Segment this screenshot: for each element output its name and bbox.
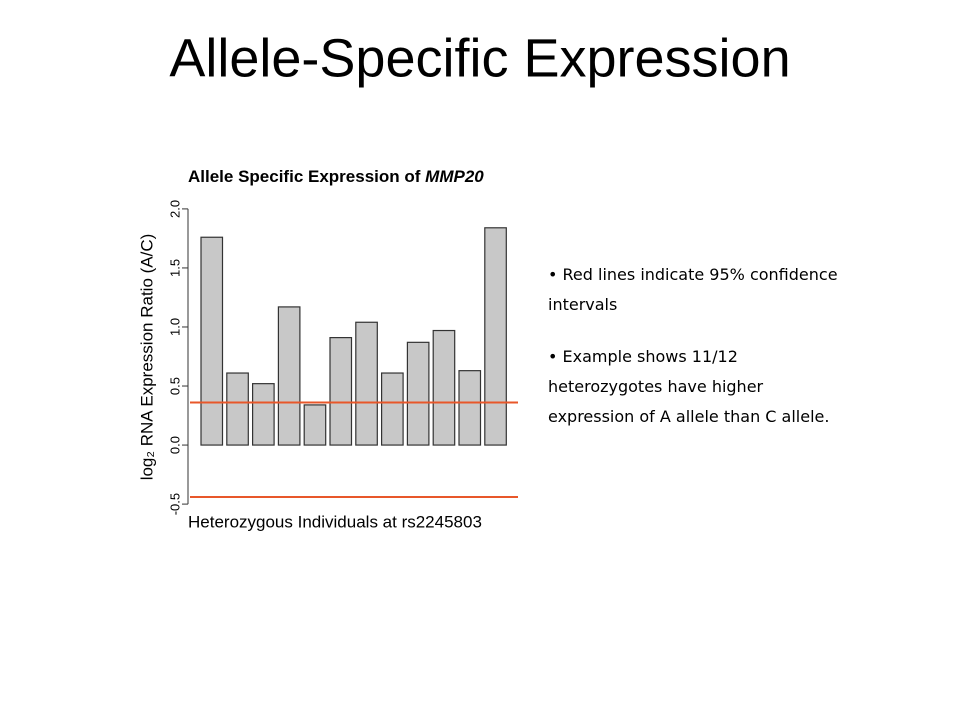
bar [329, 337, 353, 446]
y-tick-label: 0.0 [167, 436, 182, 454]
y-tick-label: -0.5 [167, 493, 182, 515]
bullet-text: Red lines indicate 95% confidence interv… [548, 265, 838, 314]
bar [458, 370, 482, 446]
slide-title: Allele-Specific Expression [169, 28, 790, 88]
chart-title: Allele Specific Expression of MMP20 [188, 167, 484, 186]
bar [200, 236, 224, 446]
bullet: • Red lines indicate 95% confidence inte… [548, 265, 838, 314]
y-tick-label: 1.5 [167, 259, 182, 277]
chart-title-text: Allele Specific Expression of [188, 167, 421, 186]
bar [406, 341, 430, 446]
y-tick-label: 1.0 [167, 318, 182, 336]
bullet: • Example shows 11/12 heterozygotes have… [548, 347, 830, 426]
chart-title-gene: MMP20 [425, 167, 484, 186]
bar [277, 306, 301, 446]
bar [252, 383, 275, 446]
bullet-text: Example shows 11/12 heterozygotes have h… [548, 347, 830, 426]
bar [432, 329, 456, 446]
bar [303, 404, 327, 446]
x-axis-label: Heterozygous Individuals at rs2245803 [188, 512, 482, 531]
y-tick-label: 2.0 [167, 200, 182, 218]
bar [226, 372, 249, 446]
y-axis-label: log₂ RNA Expression Ratio (A/C) [137, 234, 156, 481]
bar [484, 227, 507, 446]
y-tick-label: 0.5 [167, 377, 182, 395]
bar [381, 372, 404, 446]
bar [355, 321, 378, 446]
bullet-list: • Red lines indicate 95% confidence inte… [548, 260, 848, 454]
